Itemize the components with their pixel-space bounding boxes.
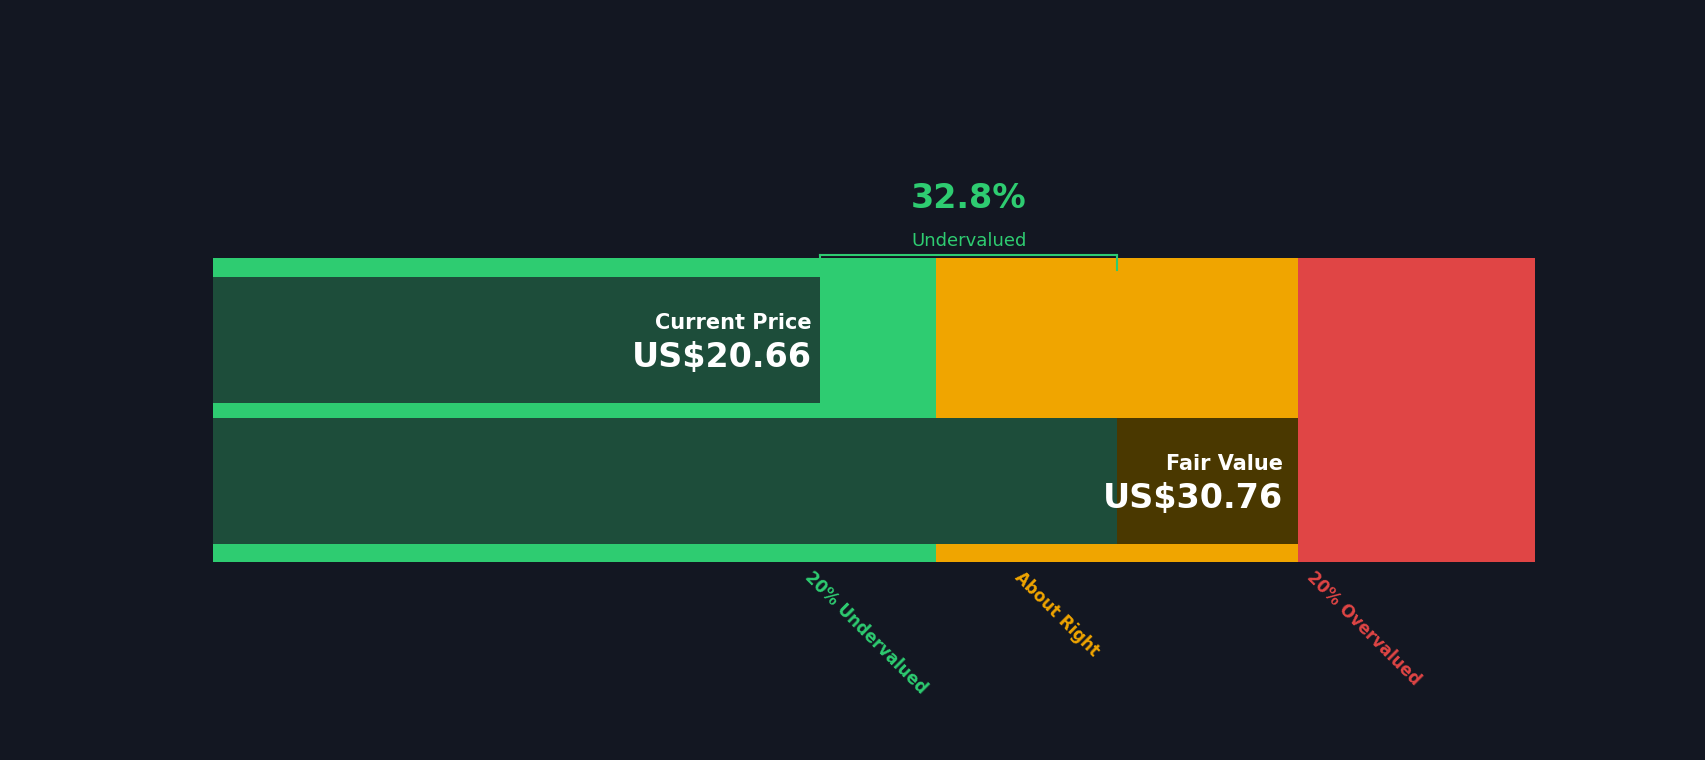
Text: 20% Overvalued: 20% Overvalued (1303, 568, 1424, 689)
Bar (936, 277, 1298, 403)
Bar (213, 418, 1117, 543)
Bar (820, 277, 936, 403)
Bar (213, 277, 820, 403)
Bar (213, 543, 936, 562)
Bar (1298, 403, 1535, 418)
Bar (1298, 277, 1535, 403)
Text: Undervalued: Undervalued (910, 232, 1026, 249)
Text: About Right: About Right (1009, 568, 1101, 660)
Text: Fair Value: Fair Value (1166, 454, 1282, 474)
Bar (213, 403, 936, 418)
Bar (936, 258, 1298, 277)
Text: US$20.66: US$20.66 (631, 340, 812, 374)
Bar (1117, 418, 1298, 543)
Text: 32.8%: 32.8% (910, 182, 1026, 215)
Bar (1298, 418, 1535, 543)
Bar (936, 543, 1298, 562)
Text: Current Price: Current Price (655, 313, 812, 333)
Text: US$30.76: US$30.76 (1103, 482, 1282, 515)
Bar (213, 258, 936, 277)
Bar (1298, 258, 1535, 277)
Bar (936, 403, 1298, 418)
Text: 20% Undervalued: 20% Undervalued (801, 568, 929, 698)
Bar (1298, 543, 1535, 562)
